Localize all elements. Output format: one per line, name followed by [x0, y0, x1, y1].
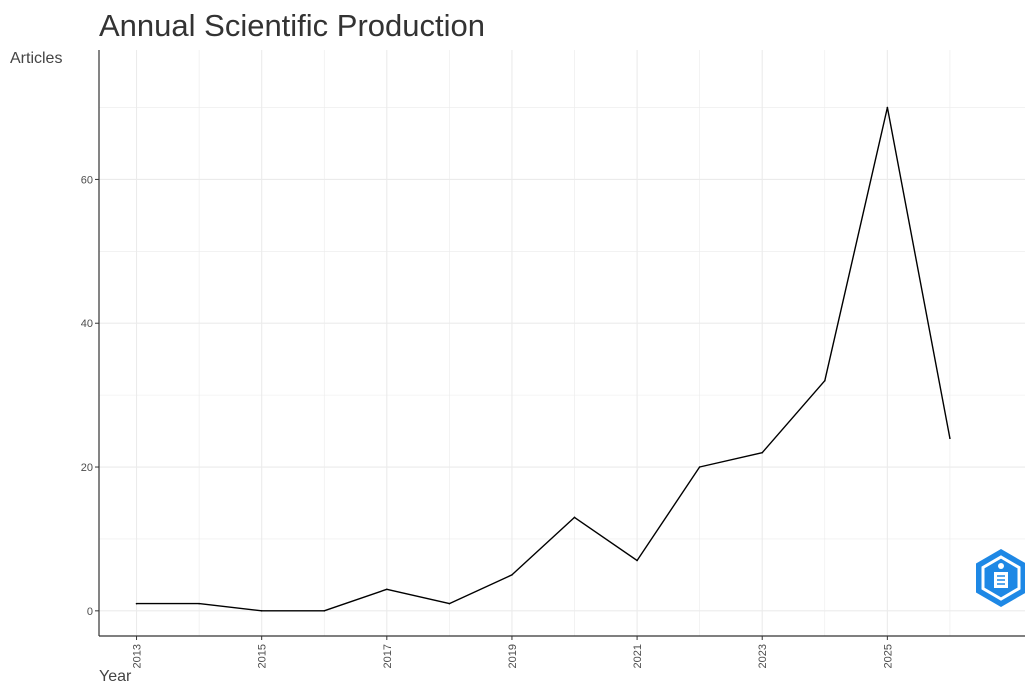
data-point — [260, 610, 263, 612]
y-tick-label: 60 — [81, 174, 93, 186]
data-point — [636, 559, 638, 562]
y-axis-label: Articles — [10, 50, 63, 67]
data-point — [949, 437, 951, 440]
bibliometrix-logo-icon — [976, 549, 1025, 607]
data-point — [323, 610, 326, 612]
x-axis-label: Year — [99, 668, 132, 685]
axis-ticks: 0 20 40 60 2013 2015 2017 2019 2021 2023 2025 — [81, 174, 895, 668]
chart-title: Annual Scientific Production — [99, 8, 486, 43]
y-tick-label: 20 — [81, 462, 93, 474]
x-tick-label: 2017 — [382, 644, 394, 668]
data-point — [135, 602, 138, 605]
major-gridlines — [99, 50, 1025, 636]
x-tick-label: 2021 — [632, 644, 644, 668]
data-series — [135, 106, 951, 612]
data-point — [198, 602, 200, 605]
data-point — [698, 466, 701, 468]
x-tick-label: 2015 — [257, 644, 269, 668]
data-point — [386, 588, 388, 591]
data-point — [761, 451, 764, 454]
data-point — [886, 106, 889, 109]
data-point — [573, 516, 576, 519]
y-tick-label: 40 — [81, 318, 93, 330]
series-line — [136, 106, 951, 612]
y-tick-label: 0 — [87, 606, 93, 618]
axes — [98, 50, 1025, 637]
data-point — [511, 574, 513, 576]
x-tick-label: 2025 — [882, 644, 894, 668]
data-point — [448, 602, 451, 605]
x-tick-label: 2019 — [507, 644, 519, 668]
data-point — [823, 379, 826, 382]
minor-gridlines — [99, 50, 1025, 636]
x-tick-label: 2023 — [757, 644, 769, 668]
x-tick-label: 2013 — [132, 644, 144, 668]
